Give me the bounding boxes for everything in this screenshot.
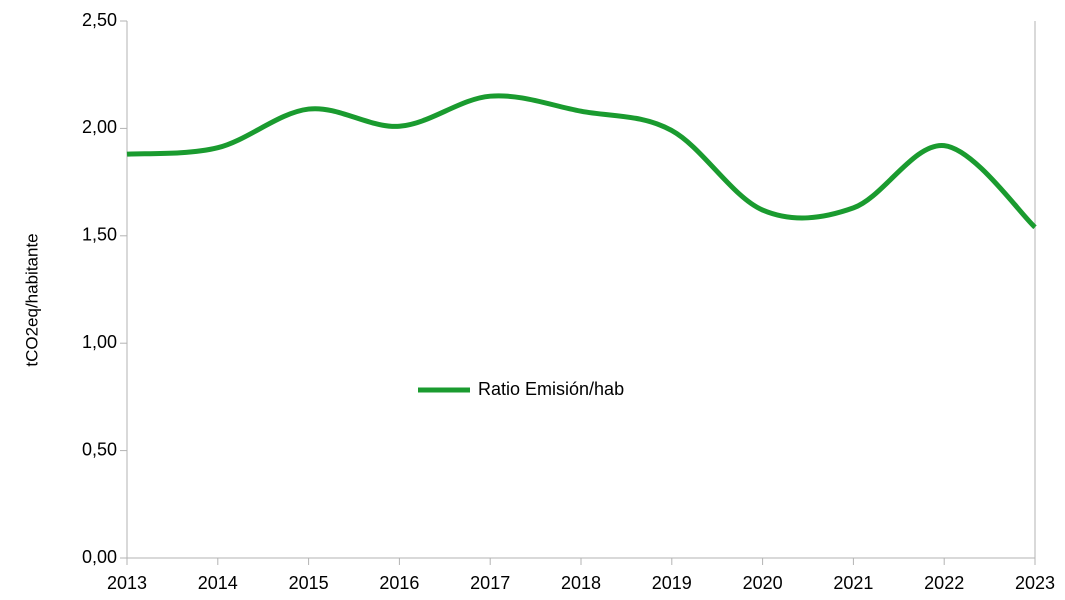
y-tick-label: 2,00 — [82, 117, 117, 137]
series-line — [126, 93, 1037, 230]
x-tick-label: 2019 — [652, 573, 692, 593]
x-tick-label: 2015 — [289, 573, 329, 593]
x-tick-label: 2018 — [561, 573, 601, 593]
y-tick-label: 2,50 — [82, 10, 117, 30]
x-tick-label: 2021 — [833, 573, 873, 593]
y-axis-label: tCO2eq/habitante — [22, 233, 41, 366]
legend-label: Ratio Emisión/hab — [478, 379, 624, 399]
x-tick-label: 2022 — [924, 573, 964, 593]
x-tick-label: 2016 — [379, 573, 419, 593]
x-tick-label: 2014 — [198, 573, 238, 593]
x-tick-label: 2020 — [743, 573, 783, 593]
x-tick-label: 2017 — [470, 573, 510, 593]
y-tick-label: 0,50 — [82, 439, 117, 459]
y-tick-label: 1,50 — [82, 225, 117, 245]
y-tick-label: 1,00 — [82, 332, 117, 352]
x-tick-label: 2013 — [107, 573, 147, 593]
y-tick-label: 0,00 — [82, 547, 117, 567]
x-tick-label: 2023 — [1015, 573, 1055, 593]
